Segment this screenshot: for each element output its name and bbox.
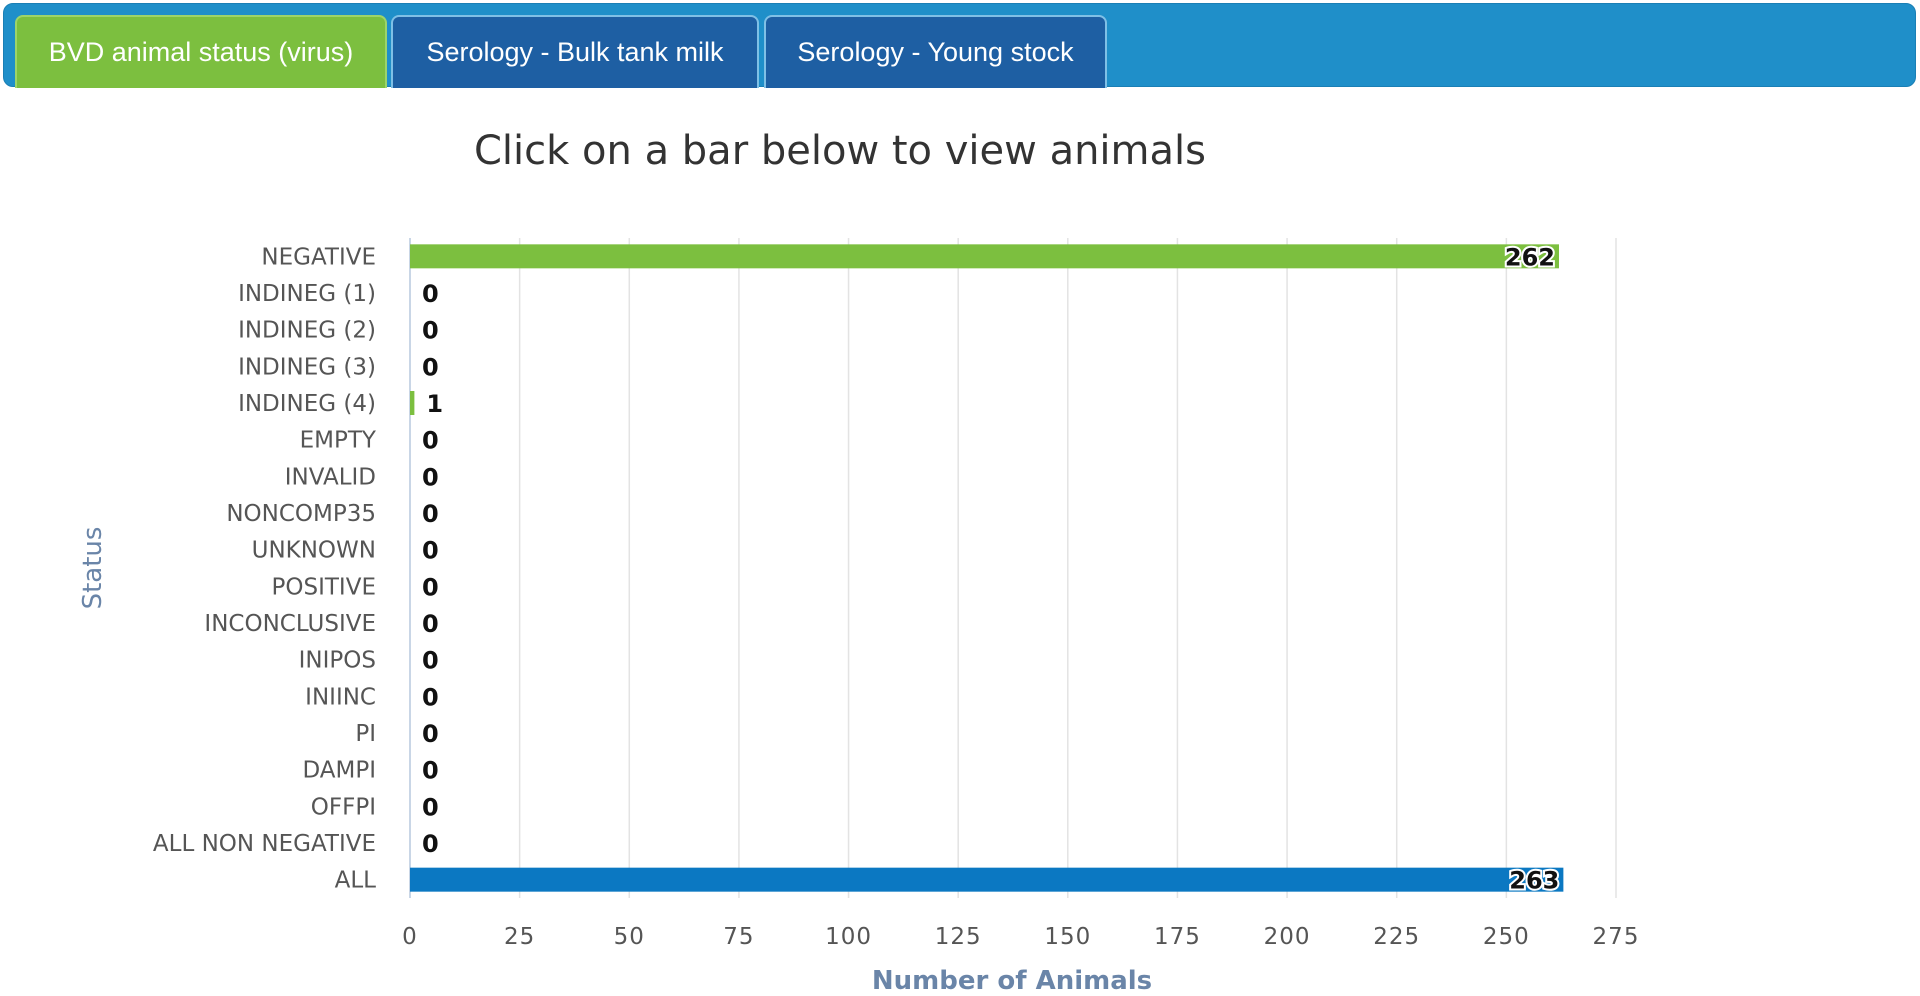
category-label: INDINEG (3) (238, 354, 376, 380)
y-axis-title: Status (78, 527, 108, 610)
category-label: UNKNOWN (252, 538, 376, 564)
data-label: 0 (422, 610, 439, 638)
x-tick-label: 250 (1483, 924, 1530, 950)
x-tick-label: 125 (935, 924, 982, 950)
bars (410, 244, 1564, 892)
bar-negative[interactable] (410, 244, 1559, 269)
data-label: 1 (426, 390, 443, 418)
tab-serology-bulk-tank-milk[interactable]: Serology - Bulk tank milk (391, 15, 759, 88)
data-label: 0 (422, 500, 439, 528)
data-label: 0 (422, 793, 439, 821)
x-tick-label: 225 (1373, 924, 1420, 950)
data-label: 0 (422, 427, 439, 455)
data-label: 0 (422, 573, 439, 601)
category-label: POSITIVE (272, 574, 376, 600)
chart-title: Click on a bar below to view animals (474, 128, 1206, 174)
category-label: INIPOS (299, 648, 376, 674)
x-tick-label: 150 (1044, 924, 1091, 950)
x-tick-label: 0 (402, 924, 418, 950)
category-label: INDINEG (2) (238, 318, 376, 344)
data-label: 0 (422, 463, 439, 491)
category-label: ALL (335, 868, 377, 894)
tab-serology-young-stock[interactable]: Serology - Young stock (764, 15, 1107, 88)
data-label: 0 (422, 683, 439, 711)
category-label: PI (355, 721, 376, 747)
tab-bar: BVD animal status (virus) Serology - Bul… (3, 3, 1916, 88)
x-tick-label: 100 (825, 924, 872, 950)
x-tick-label: 25 (504, 924, 535, 950)
category-label: INVALID (285, 464, 376, 490)
x-tick-label: 175 (1154, 924, 1201, 950)
data-labels: 262 0 0 0 1 0 0 0 0 0 0 0 0 0 0 0 0 263 (422, 241, 1561, 896)
category-label: OFFPI (311, 794, 376, 820)
tab-bvd-animal-status[interactable]: BVD animal status (virus) (15, 15, 387, 88)
data-label: 0 (422, 280, 439, 308)
category-label: INDINEG (1) (238, 281, 376, 307)
data-label: 0 (422, 830, 439, 858)
x-tick-label: 50 (614, 924, 645, 950)
category-label: INDINEG (4) (238, 391, 376, 417)
data-label: 0 (422, 647, 439, 675)
data-label: 263 (1509, 867, 1559, 895)
category-label: DAMPI (302, 758, 376, 784)
bar-indineg-4[interactable] (410, 391, 415, 415)
category-label: NONCOMP35 (226, 501, 376, 527)
data-label: 262 (1505, 243, 1555, 271)
x-tick-labels: 0 25 50 75 100 125 150 175 200 225 250 275 (402, 924, 1640, 950)
data-label: 0 (422, 353, 439, 381)
x-tick-label: 75 (723, 924, 754, 950)
data-label: 0 (422, 537, 439, 565)
category-label: INCONCLUSIVE (204, 611, 376, 637)
category-label: INIINC (305, 684, 376, 710)
category-label: NEGATIVE (261, 244, 376, 270)
data-label: 0 (422, 317, 439, 345)
category-label: ALL NON NEGATIVE (153, 831, 376, 857)
data-label: 0 (422, 720, 439, 748)
category-label: EMPTY (300, 428, 377, 454)
grid-lines (409, 238, 1617, 898)
x-axis-title: Number of Animals (872, 966, 1152, 996)
bar-all[interactable] (410, 867, 1564, 892)
data-label: 0 (422, 757, 439, 785)
category-labels: NEGATIVE INDINEG (1) INDINEG (2) INDINEG (3… (153, 244, 377, 893)
x-tick-label: 200 (1264, 924, 1311, 950)
x-tick-label: 275 (1593, 924, 1640, 950)
